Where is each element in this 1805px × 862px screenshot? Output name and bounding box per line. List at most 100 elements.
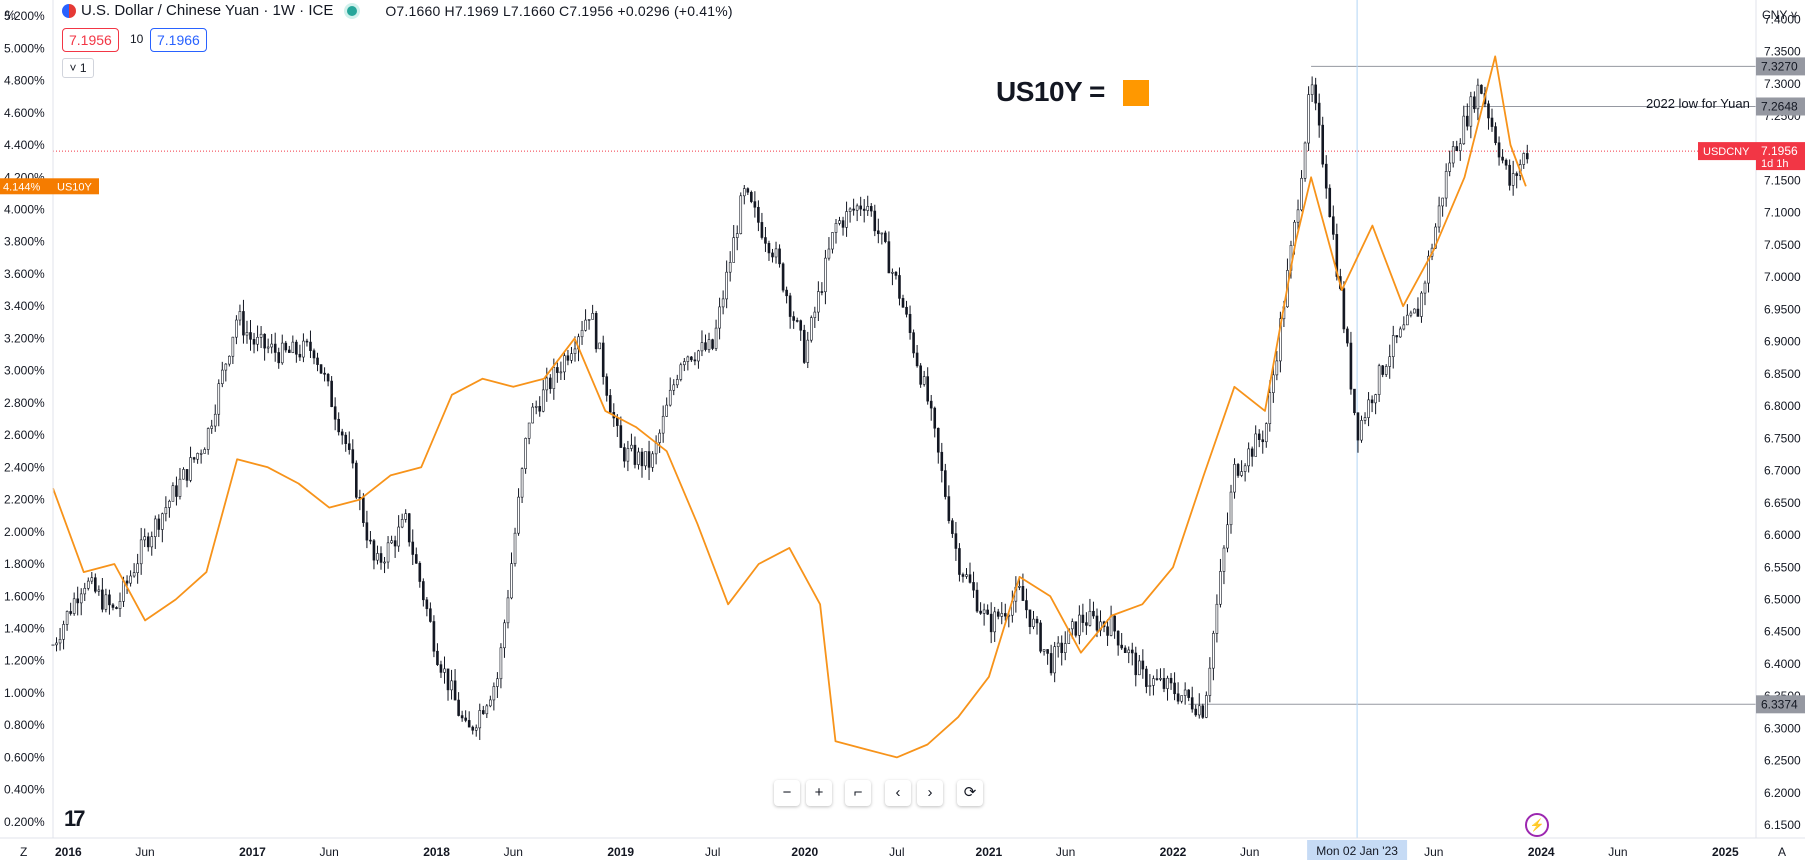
usdcny-candle-body [242, 311, 245, 336]
right-axis-tick-label: 7.0000 [1764, 270, 1801, 284]
usdcny-candle-body [1494, 126, 1497, 144]
right-axis-tick-label: 7.1000 [1764, 206, 1801, 220]
level-price-badge [1756, 57, 1805, 76]
usdcny-candle-body [1416, 308, 1420, 317]
time-axis-tick-label: Jun [1056, 845, 1075, 859]
buy-price-button[interactable]: 7.1966 [150, 28, 207, 52]
usdcny-candle-body [725, 271, 728, 300]
reset-scale-button[interactable]: ⌐ [845, 780, 871, 806]
usdcny-candle-body [330, 380, 333, 408]
usdcny-candle-body [471, 726, 475, 731]
usdcny-candle-body [182, 469, 185, 480]
crosshair-date-label: Mon 02 Jan '23 [1316, 844, 1398, 858]
time-axis-tick-label: 2019 [607, 845, 634, 859]
left-axis-tick-label: 0.400% [4, 783, 45, 797]
scroll-left-button[interactable]: ‹ [885, 780, 911, 806]
usdcny-candle-body [675, 379, 679, 386]
usdcny-candle-body [975, 589, 979, 612]
left-axis-tick-label: 2.400% [4, 460, 45, 474]
usdcny-candle-body [1152, 678, 1155, 686]
zoom-out-button[interactable]: − [774, 780, 800, 806]
usdcny-candle-body [718, 306, 721, 329]
usdcny-candle-body [1003, 613, 1007, 617]
usdcny-candle-body [295, 341, 298, 355]
usdcny-candle-body [400, 519, 404, 528]
usdcny-candle-body [1307, 94, 1310, 144]
usdcny-candle-body [693, 359, 697, 362]
usdcny-candle-body [481, 710, 485, 715]
indicators-collapse-button[interactable]: ˅ 1 [62, 58, 94, 78]
usdcny-candle-body [1490, 117, 1494, 127]
usdcny-candle-body [774, 248, 778, 258]
reset-chart-button[interactable]: ⟳ [957, 780, 983, 806]
usdcny-candle-body [1525, 153, 1529, 160]
right-axis-tick-label: 6.1500 [1764, 818, 1801, 832]
usdcny-candle-body [1370, 399, 1374, 404]
right-axis-tick-label: 6.2500 [1764, 754, 1801, 768]
symbol-title[interactable]: U.S. Dollar / Chinese Yuan · 1W · ICE [81, 2, 334, 19]
usdcny-candle-body [210, 425, 214, 429]
scroll-right-button[interactable]: › [917, 780, 943, 806]
usdcny-candle-body [549, 377, 552, 389]
left-axis-tick-label: 3.400% [4, 299, 45, 313]
usdcny-candle-body [1427, 255, 1430, 284]
usdcny-candle-body [640, 451, 644, 467]
time-axis-tick-label: Jul [889, 845, 904, 859]
crosshair-date-badge [1307, 840, 1408, 860]
usdcny-candle-body [732, 237, 736, 263]
left-axis-tick-label: 3.600% [4, 267, 45, 281]
usdcny-candle-body [414, 554, 418, 564]
usdcny-candle-body [1391, 335, 1395, 357]
usdcny-candle-body [1113, 615, 1116, 632]
usdcny-candle-body [1455, 146, 1459, 152]
usdcny-candle-body [827, 248, 831, 259]
usdcny-candle-body [404, 513, 407, 520]
usdcny-candle-body [355, 462, 358, 498]
usdcny-candle-body [979, 610, 982, 614]
usdcny-candle-body [1511, 173, 1515, 186]
left-axis-tick-label: 1.000% [4, 686, 45, 700]
auto-scale-button[interactable]: A [1778, 845, 1787, 859]
timezone-button[interactable]: Z [20, 845, 28, 859]
usdcny-candle-body [1462, 115, 1466, 145]
usdcny-candle-body [728, 262, 732, 273]
usdcny-candle-body [1070, 621, 1074, 630]
lightning-icon[interactable]: ⚡ [1525, 813, 1549, 837]
usdcny-candle-body [1197, 705, 1201, 716]
currency-select[interactable]: CNY ˅ [1762, 8, 1798, 22]
usdcny-candle-body [443, 668, 446, 673]
usdcny-candle-body [192, 457, 196, 460]
usdcny-candle-body [901, 298, 905, 308]
usdcny-candle-body [559, 371, 563, 374]
usdcny-candle-body [97, 589, 101, 592]
usdcny-candle-body [524, 438, 527, 469]
zoom-in-button[interactable]: + [806, 780, 832, 806]
usdcny-candle-body [65, 611, 69, 625]
usdcny-candle-body [1451, 146, 1455, 164]
usdcny-candle-body [1219, 571, 1222, 605]
sell-price-button[interactable]: 7.1956 [62, 28, 119, 52]
usdcny-candle-body [228, 355, 231, 365]
usdcny-candle-body [256, 337, 259, 345]
usdcny-candle-body [1272, 374, 1275, 393]
usdcny-candle-body [1240, 471, 1243, 476]
right-axis-tick-label: 6.8500 [1764, 367, 1801, 381]
us10y-last-value-badge [0, 178, 53, 195]
usdcny-candle-body [1402, 324, 1406, 330]
left-axis-tick-label: 3.000% [4, 364, 45, 378]
usdcny-candle-body [887, 241, 891, 274]
usdcny-candle-body [316, 357, 319, 365]
left-axis-tick-label: 2.800% [4, 396, 45, 410]
usdcny-candle-body [771, 252, 774, 258]
left-axis-unit[interactable]: % [5, 8, 16, 22]
usdcny-candle-body [898, 275, 901, 299]
usdcny-candle-body [841, 220, 845, 228]
usdcny-candle-body [739, 195, 743, 234]
usdcny-candle-body [958, 548, 961, 575]
usdcny-candle-body [986, 609, 989, 615]
level-price-label: 7.2648 [1761, 99, 1798, 113]
usdcny-candle-body [1469, 96, 1473, 127]
us10y-series-line[interactable] [52, 55, 1527, 759]
usdcny-candle-body [1049, 653, 1053, 674]
